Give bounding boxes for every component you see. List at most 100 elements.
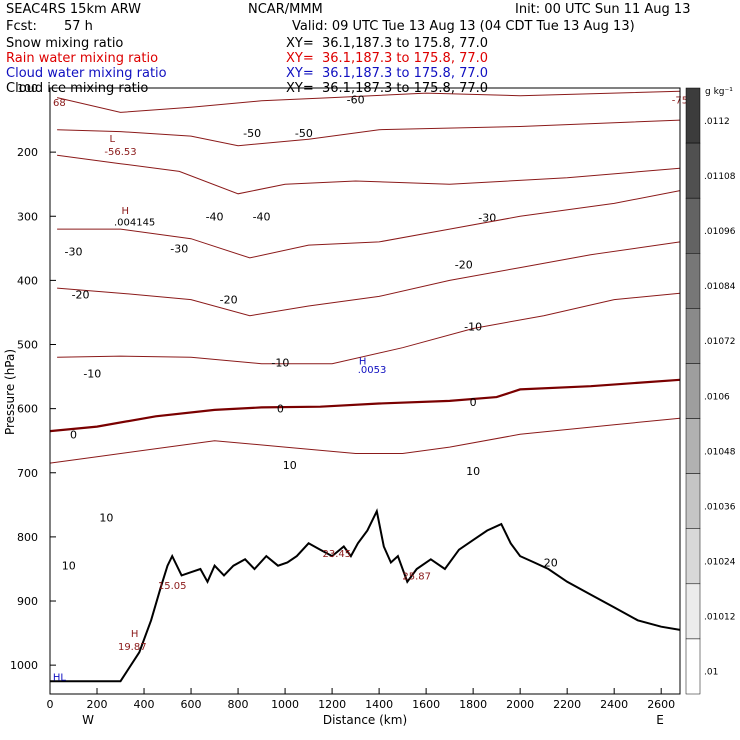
- colorbar-cell: [685, 197, 701, 254]
- colorbar-label: .01096: [704, 227, 736, 237]
- annotation-label: 19.87: [118, 642, 147, 653]
- isotherm-line: [57, 241, 681, 317]
- colorbar-label: .01048: [704, 447, 736, 457]
- isotherm-label: 10: [283, 459, 297, 472]
- colorbar-label: .01072: [704, 337, 736, 347]
- isotherm-label: -20: [72, 288, 90, 301]
- isotherm-label: 0: [277, 403, 284, 416]
- init-time: Init: 00 UTC Sun 11 Aug 13: [515, 2, 691, 17]
- colorbar-cell: [685, 142, 701, 199]
- field-cloud-water-xy: XY= 36.1,187.3 to 175.8, 77.0: [286, 66, 489, 81]
- isotherm-label: -10: [271, 356, 289, 369]
- x-tick-label-2600: 2600: [647, 698, 675, 711]
- y-tick-label-900: 900: [17, 595, 38, 608]
- x-tick-label-0: 0: [47, 698, 54, 711]
- colorbar-label: .01084: [704, 282, 736, 292]
- y-tick-label-700: 700: [17, 467, 38, 480]
- annotation-label: HL: [53, 673, 67, 684]
- annotation-label: -75.7: [672, 96, 698, 107]
- annotation-label: 23.45: [322, 549, 351, 560]
- isotherm-label: 0: [470, 396, 477, 409]
- annotation-label: 25.87: [402, 571, 431, 582]
- forecast-label: Fcst:: [6, 19, 37, 34]
- isotherm-label: 10: [99, 512, 113, 525]
- colorbar-cell: [685, 528, 701, 585]
- isotherm-line: [49, 417, 681, 464]
- isotherm-line: [57, 119, 681, 147]
- field-snow-xy: XY= 36.1,187.3 to 175.8, 77.0: [286, 36, 489, 51]
- y-tick-label-1000: 1000: [10, 659, 38, 672]
- annotation-label: H: [359, 357, 367, 368]
- forecast-hours: 57 h: [64, 19, 93, 34]
- valid-time: Valid: 09 UTC Tue 13 Aug 13 (04 CDT Tue …: [292, 19, 635, 34]
- isotherm-line: [57, 292, 681, 365]
- y-tick-label-800: 800: [17, 531, 38, 544]
- x-tick-label-1000: 1000: [271, 698, 299, 711]
- isotherm-line: [56, 90, 681, 113]
- annotation-label: -56.53: [104, 147, 136, 158]
- isotherm-label: -20: [220, 294, 238, 307]
- colorbar-unit: g kg⁻¹: [705, 87, 733, 97]
- annotation-label: 15.05: [158, 581, 187, 592]
- isotherm-label: -40: [253, 210, 271, 223]
- x-tick-label-2400: 2400: [600, 698, 628, 711]
- colorbar-label: .01024: [704, 558, 736, 568]
- org-label: NCAR/MMM: [248, 2, 323, 17]
- y-tick-label-100: 100: [17, 82, 38, 95]
- isotherm-line: [49, 378, 681, 433]
- isotherm-line: [57, 154, 681, 195]
- east-label: E: [656, 713, 664, 727]
- isotherm-line: [57, 190, 681, 259]
- annotation-label: H: [121, 206, 129, 217]
- field-rain: Rain water mixing ratio: [6, 51, 159, 66]
- field-snow: Snow mixing ratio: [6, 36, 124, 51]
- isotherm-label: -40: [206, 210, 224, 223]
- annotation-label: H: [131, 629, 139, 640]
- y-tick-label-600: 600: [17, 403, 38, 416]
- colorbar-cell: [685, 87, 701, 144]
- isotherm-label: 20: [544, 557, 558, 570]
- field-cloud-water: Cloud water mixing ratio: [6, 66, 167, 81]
- y-tick-label-200: 200: [17, 146, 38, 159]
- x-tick-label-2000: 2000: [506, 698, 534, 711]
- x-tick-label-1800: 1800: [459, 698, 487, 711]
- isotherm-label: -10: [464, 321, 482, 334]
- colorbar-cell: [685, 363, 701, 419]
- isotherm-label: -30: [170, 242, 188, 255]
- colorbar-cell: [685, 253, 701, 309]
- x-tick-label-1200: 1200: [318, 698, 346, 711]
- annotation-label: L: [110, 134, 116, 145]
- west-label: W: [82, 713, 94, 727]
- y-tick-label-400: 400: [17, 274, 38, 287]
- colorbar-label: .0112: [704, 117, 730, 127]
- colorbar-label: .01012: [704, 613, 736, 623]
- x-tick-label-200: 200: [87, 698, 108, 711]
- x-axis-label: Distance (km): [323, 713, 407, 727]
- isotherm-label: -50: [295, 127, 313, 140]
- colorbar-label: .01036: [704, 502, 736, 512]
- x-tick-label-800: 800: [228, 698, 249, 711]
- annotation-label: .004145: [114, 217, 155, 228]
- isotherm-label: -10: [83, 367, 101, 380]
- colorbar-cell: [685, 473, 701, 529]
- colorbar-cell: [685, 308, 701, 364]
- isotherm-label: -60: [347, 94, 365, 107]
- colorbar-label: .01: [704, 668, 718, 678]
- x-tick-label-2200: 2200: [553, 698, 581, 711]
- colorbar-cell: [685, 418, 701, 474]
- isotherm-label: 10: [62, 560, 76, 573]
- isotherm-label: -50: [243, 127, 261, 140]
- colorbar-label: .01108: [704, 172, 736, 182]
- x-tick-label-1400: 1400: [365, 698, 393, 711]
- isotherm-label: -30: [65, 246, 83, 259]
- isotherm-label: 10: [466, 465, 480, 478]
- y-axis-label: Pressure (hPa): [3, 349, 17, 435]
- x-tick-label-1600: 1600: [412, 698, 440, 711]
- model-title: SEAC4RS 15km ARW: [6, 2, 142, 17]
- y-tick-label-500: 500: [17, 339, 38, 352]
- field-rain-xy: XY= 36.1,187.3 to 175.8, 77.0: [286, 51, 489, 66]
- colorbar-label: .0106: [704, 392, 730, 402]
- terrain-line: [50, 508, 681, 683]
- isotherm-label: 0: [70, 428, 77, 441]
